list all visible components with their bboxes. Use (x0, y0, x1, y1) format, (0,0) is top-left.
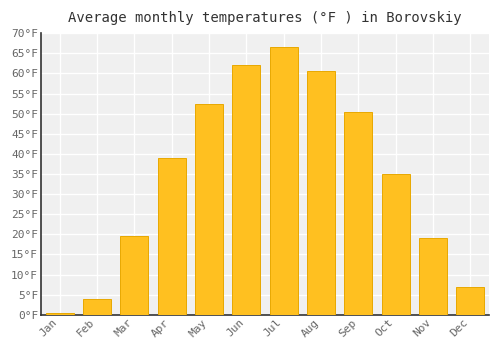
Bar (307, 71, 335, 315)
Title: Average monthly temperatures (°F ) in Borovskiy: Average monthly temperatures (°F ) in Bo… (68, 11, 462, 25)
Bar (382, 174, 409, 315)
Bar (158, 158, 186, 315)
Bar (344, 112, 372, 315)
Bar (232, 65, 260, 315)
Bar (195, 104, 223, 315)
Bar (456, 287, 484, 315)
Bar (46, 313, 74, 315)
Bar (419, 238, 447, 315)
Bar (270, 47, 297, 315)
Bar (83, 299, 111, 315)
Bar (120, 236, 148, 315)
